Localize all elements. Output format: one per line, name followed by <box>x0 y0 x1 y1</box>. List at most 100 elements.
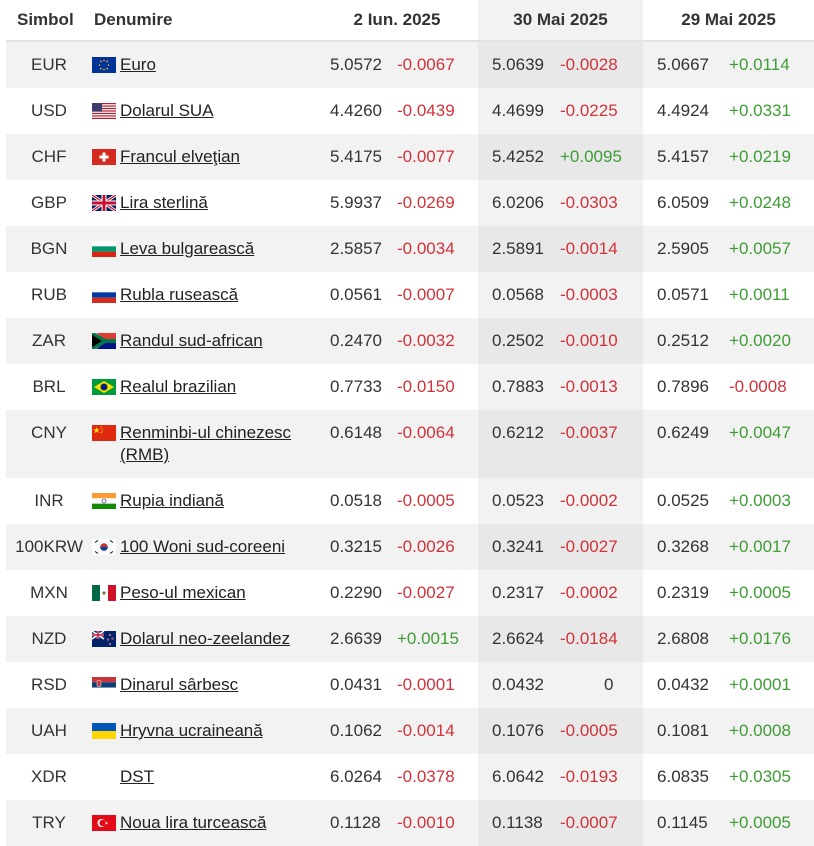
currency-symbol: XDR <box>31 767 67 786</box>
rate-change-date-2: -0.0007 <box>552 800 644 846</box>
currency-name-link[interactable]: Lira sterlină <box>120 193 208 212</box>
currency-symbol: USD <box>31 101 67 120</box>
rate-value-date-3: 0.0571 <box>657 285 710 304</box>
rate-change-date-2: -0.0002 <box>552 478 644 524</box>
rate-value-date-2: 0.2502 <box>478 318 552 364</box>
table-row: RUB Rubla rusească 0.0561 -0.0007 0.0568 -0.0… <box>6 272 814 318</box>
rate-change-date-1: -0.0005 <box>397 491 455 510</box>
currency-name-link[interactable]: Realul brazilian <box>120 377 237 396</box>
currency-name-link[interactable]: Francul elveţian <box>120 147 241 166</box>
table-row: GBP Lira sterlină 5.9937 -0.0269 6.0206 -0.03… <box>6 180 814 226</box>
currency-symbol: CHF <box>6 134 92 180</box>
rate-change-date-1: -0.0269 <box>397 193 455 212</box>
rate-change-date-3: +0.0001 <box>729 675 791 694</box>
currency-symbol: RUB <box>31 285 67 304</box>
table-row: TRY Noua lira turcească 0.1128 -0.0010 0.113… <box>6 800 814 846</box>
rate-change-date-3: +0.0011 <box>729 285 790 304</box>
currency-name-link[interactable]: Rupia indiană <box>120 491 224 510</box>
rate-value-date-1: 4.4260 <box>330 101 382 120</box>
rate-value-date-2: 6.0206 <box>478 180 552 226</box>
currency-name-link[interactable]: Renminbi-ul chinezesc (RMB) <box>120 423 292 464</box>
bg-flag-icon <box>92 241 116 257</box>
rate-value-date-3: 0.0432 <box>657 675 710 694</box>
rate-change-date-2: -0.0028 <box>552 41 644 88</box>
exchange-rates-table: Simbol Denumire 2 Iun. 2025 30 Mai 2025 … <box>6 0 814 846</box>
rate-change-date-1: -0.0026 <box>389 524 478 570</box>
table-row: USD Dolarul SUA 4.4260 -0.0439 4.4699 -0.0225… <box>6 88 814 134</box>
ru-flag-icon <box>92 287 116 303</box>
rate-value-date-1: 0.0561 <box>330 285 382 304</box>
rate-change-date-2: -0.0225 <box>552 88 644 134</box>
rate-value-date-1: 0.0518 <box>330 491 382 510</box>
rate-value-date-3: 0.2512 <box>643 318 722 364</box>
rate-change-date-3: +0.0020 <box>721 318 814 364</box>
rate-value-date-2: 5.0639 <box>478 41 552 88</box>
rate-value-date-2: 5.4252 <box>478 134 552 180</box>
rate-value-date-2: 0.1138 <box>478 800 552 846</box>
table-row: EUR Euro 5.0572 -0.0067 5.0639 -0.0028 5.0667 +… <box>6 41 814 88</box>
currency-name-link[interactable]: Euro <box>120 55 156 74</box>
currency-name-link[interactable]: DST <box>120 767 154 786</box>
rate-change-date-1: -0.0150 <box>397 377 455 396</box>
currency-symbol: TRY <box>6 800 92 846</box>
rate-change-date-2: -0.0184 <box>552 616 644 662</box>
currency-name-link[interactable]: Randul sud-african <box>120 331 263 350</box>
rate-change-date-1: -0.0007 <box>397 285 455 304</box>
rate-change-date-1: -0.0014 <box>389 708 478 754</box>
rate-change-date-2: -0.0303 <box>552 180 644 226</box>
mx-flag-icon <box>92 585 116 601</box>
header-symbol: Simbol <box>6 0 92 42</box>
currency-name-link[interactable]: Leva bulgarească <box>120 239 255 258</box>
rate-change-date-1: -0.0010 <box>389 800 478 846</box>
rs-flag-icon <box>92 677 116 693</box>
blank-flag-icon <box>92 769 116 785</box>
rate-change-date-1: -0.0439 <box>397 101 455 120</box>
rate-change-date-3: +0.0017 <box>721 524 814 570</box>
rate-value-date-3: 4.4924 <box>657 101 710 120</box>
table-body: EUR Euro 5.0572 -0.0067 5.0639 -0.0028 5.0667 +… <box>6 41 814 846</box>
table-row: NZD Dolarul neo-zeelandez 2.6639 +0.0015 2.6… <box>6 616 814 662</box>
ch-flag-icon <box>92 149 116 165</box>
rate-value-date-3: 0.3268 <box>643 524 722 570</box>
table-row: 100KRW 100 Woni sud-coreeni 0.3215 -0.0026 0… <box>6 524 814 570</box>
rate-value-date-2: 2.6624 <box>478 616 552 662</box>
currency-name-link[interactable]: Hryvna ucraineană <box>120 721 263 740</box>
currency-name-link[interactable]: 100 Woni sud-coreeni <box>120 537 286 556</box>
table-row: UAH Hryvna ucraineană 0.1062 -0.0014 0.1076-… <box>6 708 814 754</box>
rate-change-date-2: -0.0013 <box>552 364 644 410</box>
rate-change-date-3: +0.0005 <box>729 583 791 602</box>
rate-change-date-3: +0.0047 <box>721 410 814 478</box>
tr-flag-icon <box>92 815 116 831</box>
br-flag-icon <box>92 379 116 395</box>
currency-symbol: GBP <box>31 193 67 212</box>
rate-value-date-1: 0.3215 <box>316 524 389 570</box>
rate-value-date-3: 2.6808 <box>643 616 722 662</box>
currency-name-link[interactable]: Dolarul SUA <box>120 101 214 120</box>
currency-symbol: NZD <box>6 616 92 662</box>
currency-name-link[interactable]: Rubla rusească <box>120 285 239 304</box>
header-date-3: 29 Mai 2025 <box>643 0 814 42</box>
rate-change-date-3: -0.0008 <box>729 377 787 396</box>
rate-value-date-2: 6.0642 <box>478 754 552 800</box>
rate-value-date-1: 2.6639 <box>316 616 389 662</box>
rate-value-date-3: 0.2319 <box>657 583 710 602</box>
currency-name-link[interactable]: Peso-ul mexican <box>120 583 246 602</box>
currency-symbol: ZAR <box>6 318 92 364</box>
currency-name-link[interactable]: Noua lira turcească <box>120 813 267 832</box>
rate-value-date-3: 2.5905 <box>643 226 722 272</box>
currency-name-link[interactable]: Dinarul sârbesc <box>120 675 239 694</box>
rate-value-date-1: 0.2290 <box>330 583 382 602</box>
rate-value-date-2: 0.0432 <box>478 662 552 708</box>
kr-flag-icon <box>92 539 116 555</box>
header-name: Denumire <box>92 0 316 42</box>
header-date-2: 30 Mai 2025 <box>478 0 644 42</box>
rate-change-date-1: -0.0027 <box>397 583 455 602</box>
table-row: ZAR Randul sud-african 0.2470 -0.0032 0.2502… <box>6 318 814 364</box>
currency-name-link[interactable]: Dolarul neo-zeelandez <box>120 629 291 648</box>
rate-value-date-2: 0.6212 <box>478 410 552 478</box>
rate-change-date-1: -0.0077 <box>389 134 478 180</box>
rate-change-date-3: +0.0003 <box>729 491 791 510</box>
rate-change-date-2: -0.0014 <box>552 226 644 272</box>
rate-value-date-1: 5.0572 <box>316 41 389 88</box>
table-row: CHF Francul elveţian 5.4175 -0.0077 5.4252 +0… <box>6 134 814 180</box>
